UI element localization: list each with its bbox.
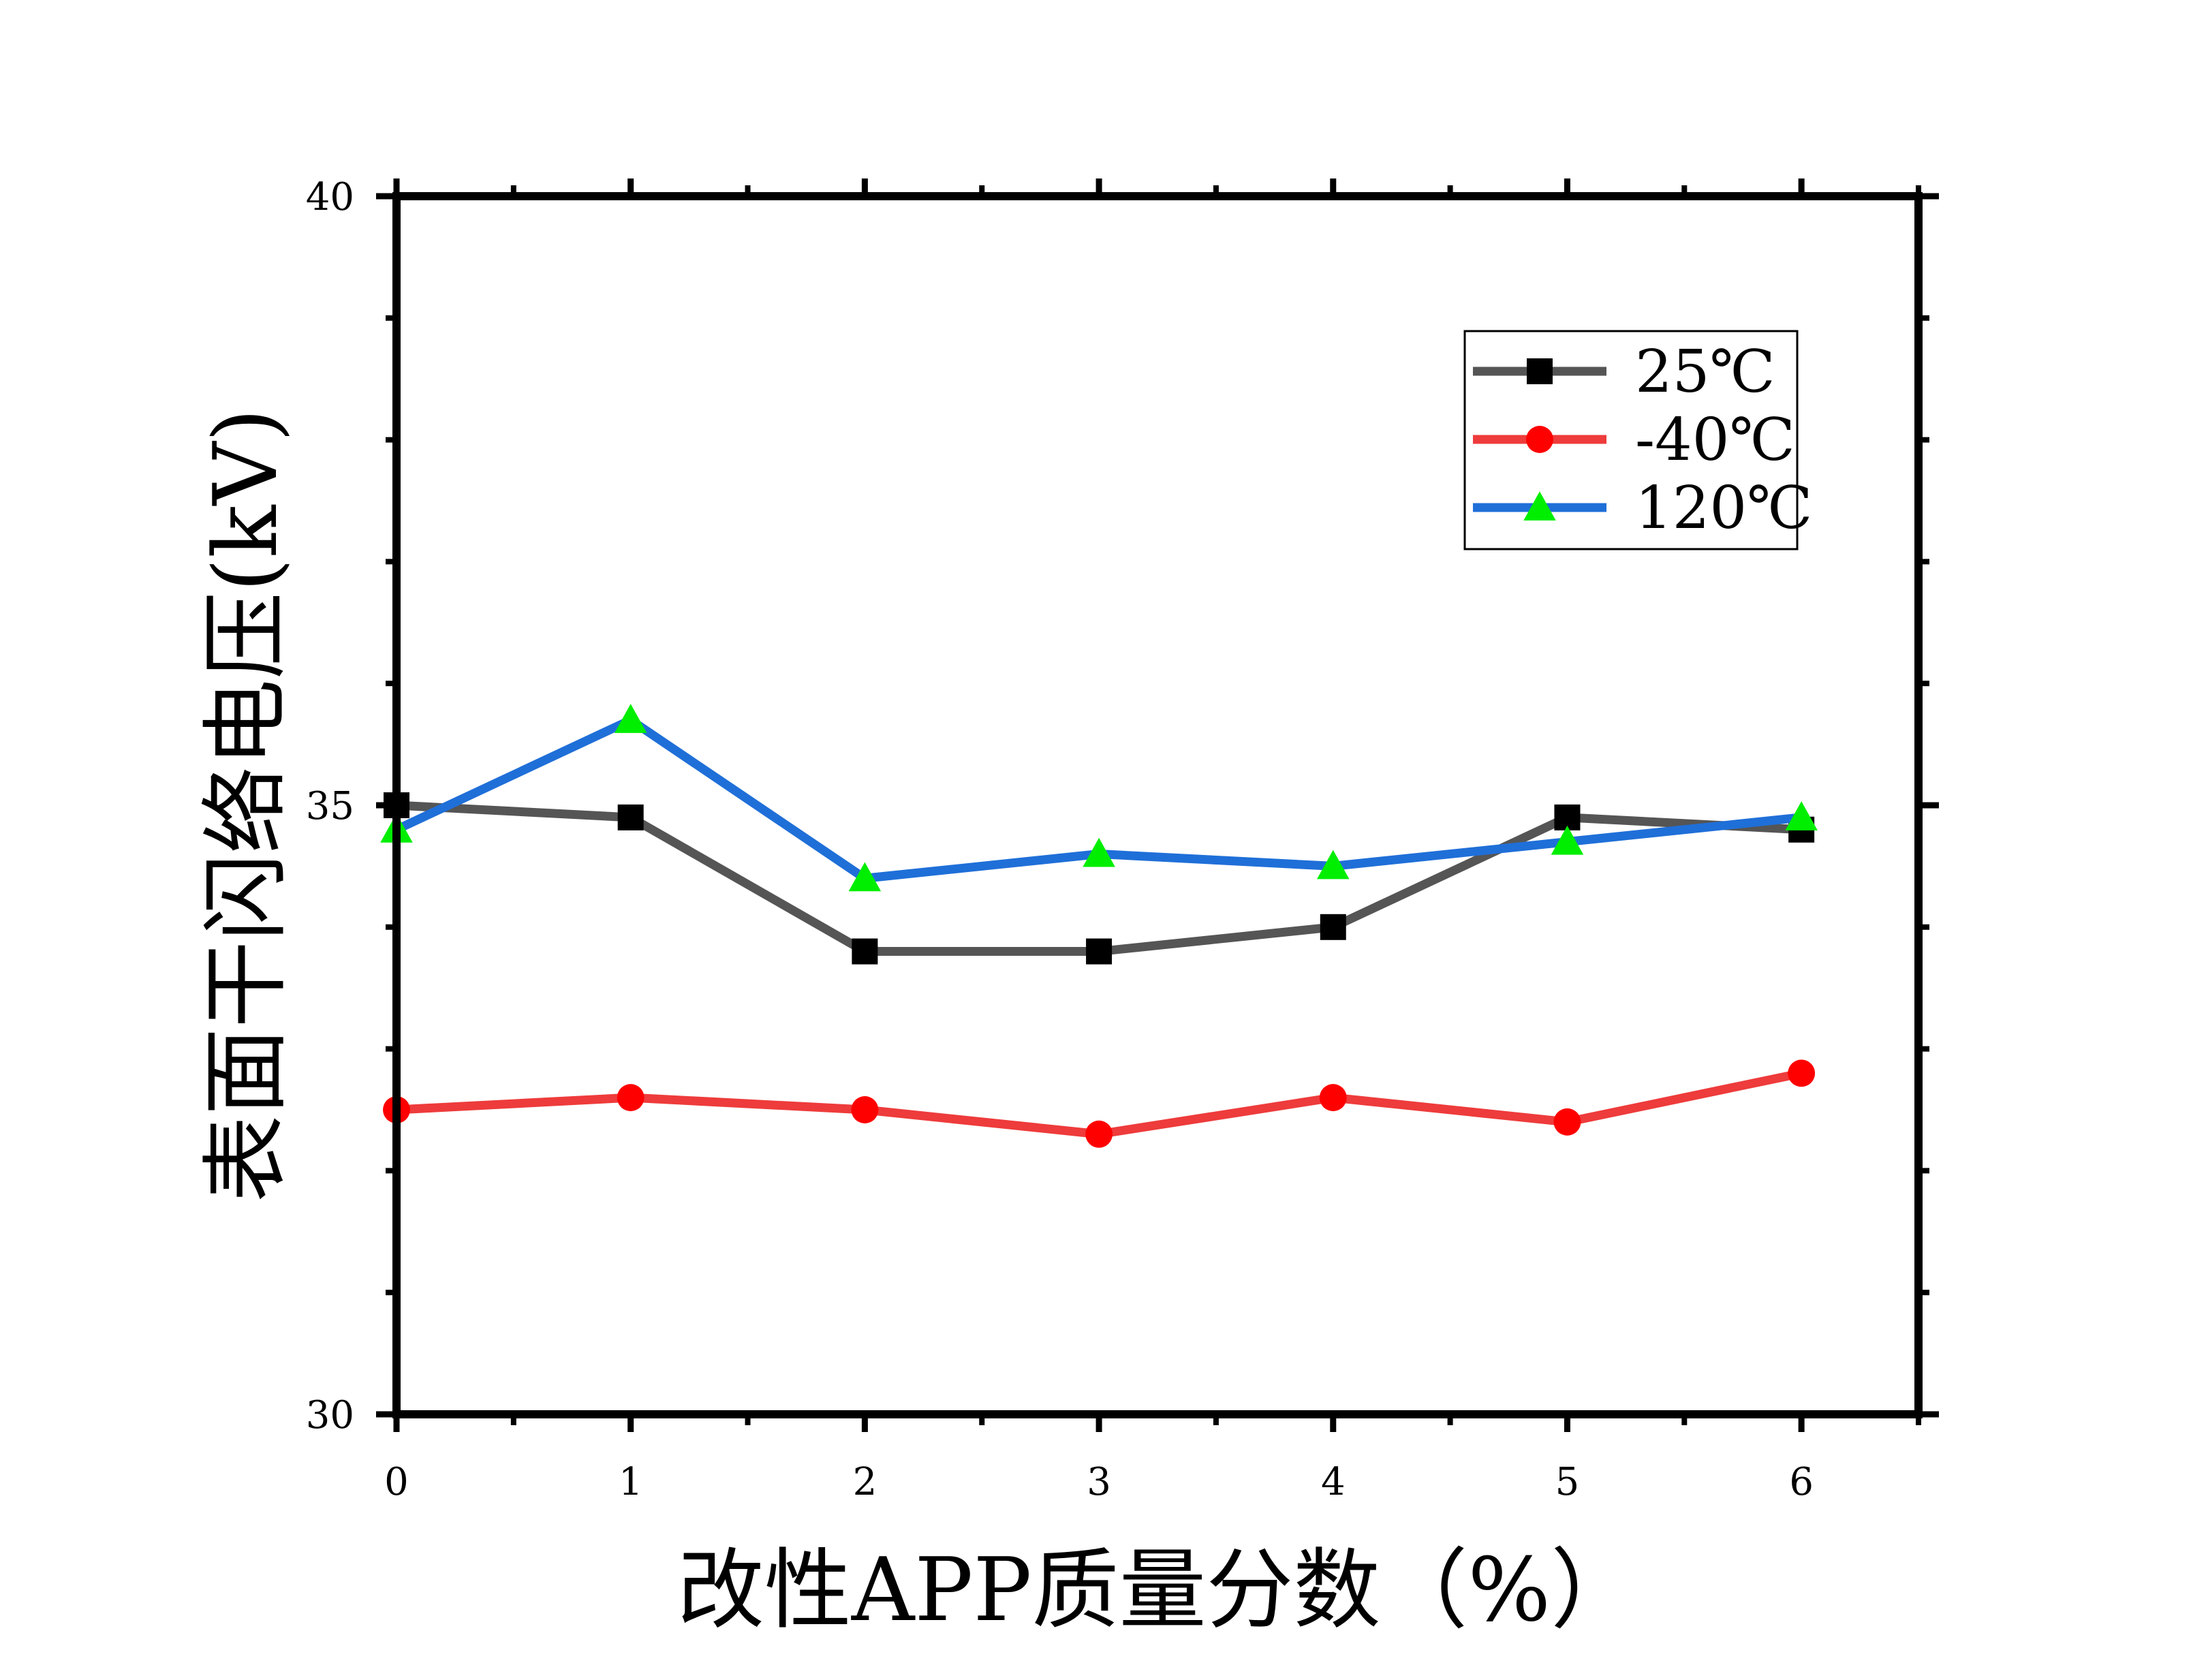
x-tick-label: 0 [384, 1460, 409, 1504]
x-tick-label: 5 [1555, 1460, 1580, 1504]
x-tick-label: 6 [1789, 1460, 1814, 1504]
data-point-circle [1788, 1059, 1816, 1087]
data-point-triangle [1551, 825, 1584, 855]
series-layer [380, 704, 1818, 1148]
series-line [396, 800, 1802, 956]
x-tick-label: 4 [1321, 1460, 1346, 1504]
legend-item: 120℃ [1473, 474, 1812, 542]
y-tick-label: 30 [306, 1393, 354, 1437]
y-tick-label: 35 [306, 784, 354, 828]
legend-item: 25℃ [1473, 338, 1775, 406]
x-tick-label: 2 [853, 1460, 877, 1504]
series-triangle [380, 704, 1818, 892]
legend-marker-circle [1526, 426, 1553, 453]
legend-label: 25℃ [1635, 338, 1775, 406]
axis-ticks [376, 178, 1939, 1432]
y-tick-label: 40 [306, 175, 354, 219]
data-point-circle [851, 1096, 879, 1123]
y-axis-title: 表面干闪络电压(kV) [196, 408, 297, 1202]
series-circle [383, 1059, 1816, 1148]
x-tick-label: 1 [619, 1460, 643, 1504]
data-point-triangle [614, 704, 647, 733]
legend-item: -40℃ [1473, 406, 1795, 474]
series-square [384, 792, 1815, 965]
data-point-circle [1085, 1120, 1113, 1148]
legend-label: 120℃ [1635, 474, 1812, 542]
data-point-circle [1553, 1108, 1581, 1136]
legend-label: -40℃ [1635, 406, 1795, 474]
legend-marker-triangle [1523, 491, 1556, 520]
data-point-square [617, 804, 644, 830]
data-point-square [1086, 938, 1113, 965]
data-point-square [1320, 914, 1346, 940]
data-point-square [852, 938, 878, 965]
x-tick-label: 3 [1087, 1460, 1111, 1504]
data-point-triangle [848, 862, 882, 892]
data-point-triangle [1785, 801, 1818, 830]
x-axis-title: 改性APP质量分数（%） [677, 1540, 1638, 1641]
data-point-triangle [1317, 850, 1350, 880]
tick-labels: 0 1 2 3 4 5 6 30 35 40 [306, 175, 1814, 1504]
data-point-circle [1319, 1084, 1347, 1112]
data-point-triangle [1083, 837, 1115, 867]
legend-marker-square [1527, 358, 1553, 384]
data-point-circle [617, 1084, 644, 1112]
